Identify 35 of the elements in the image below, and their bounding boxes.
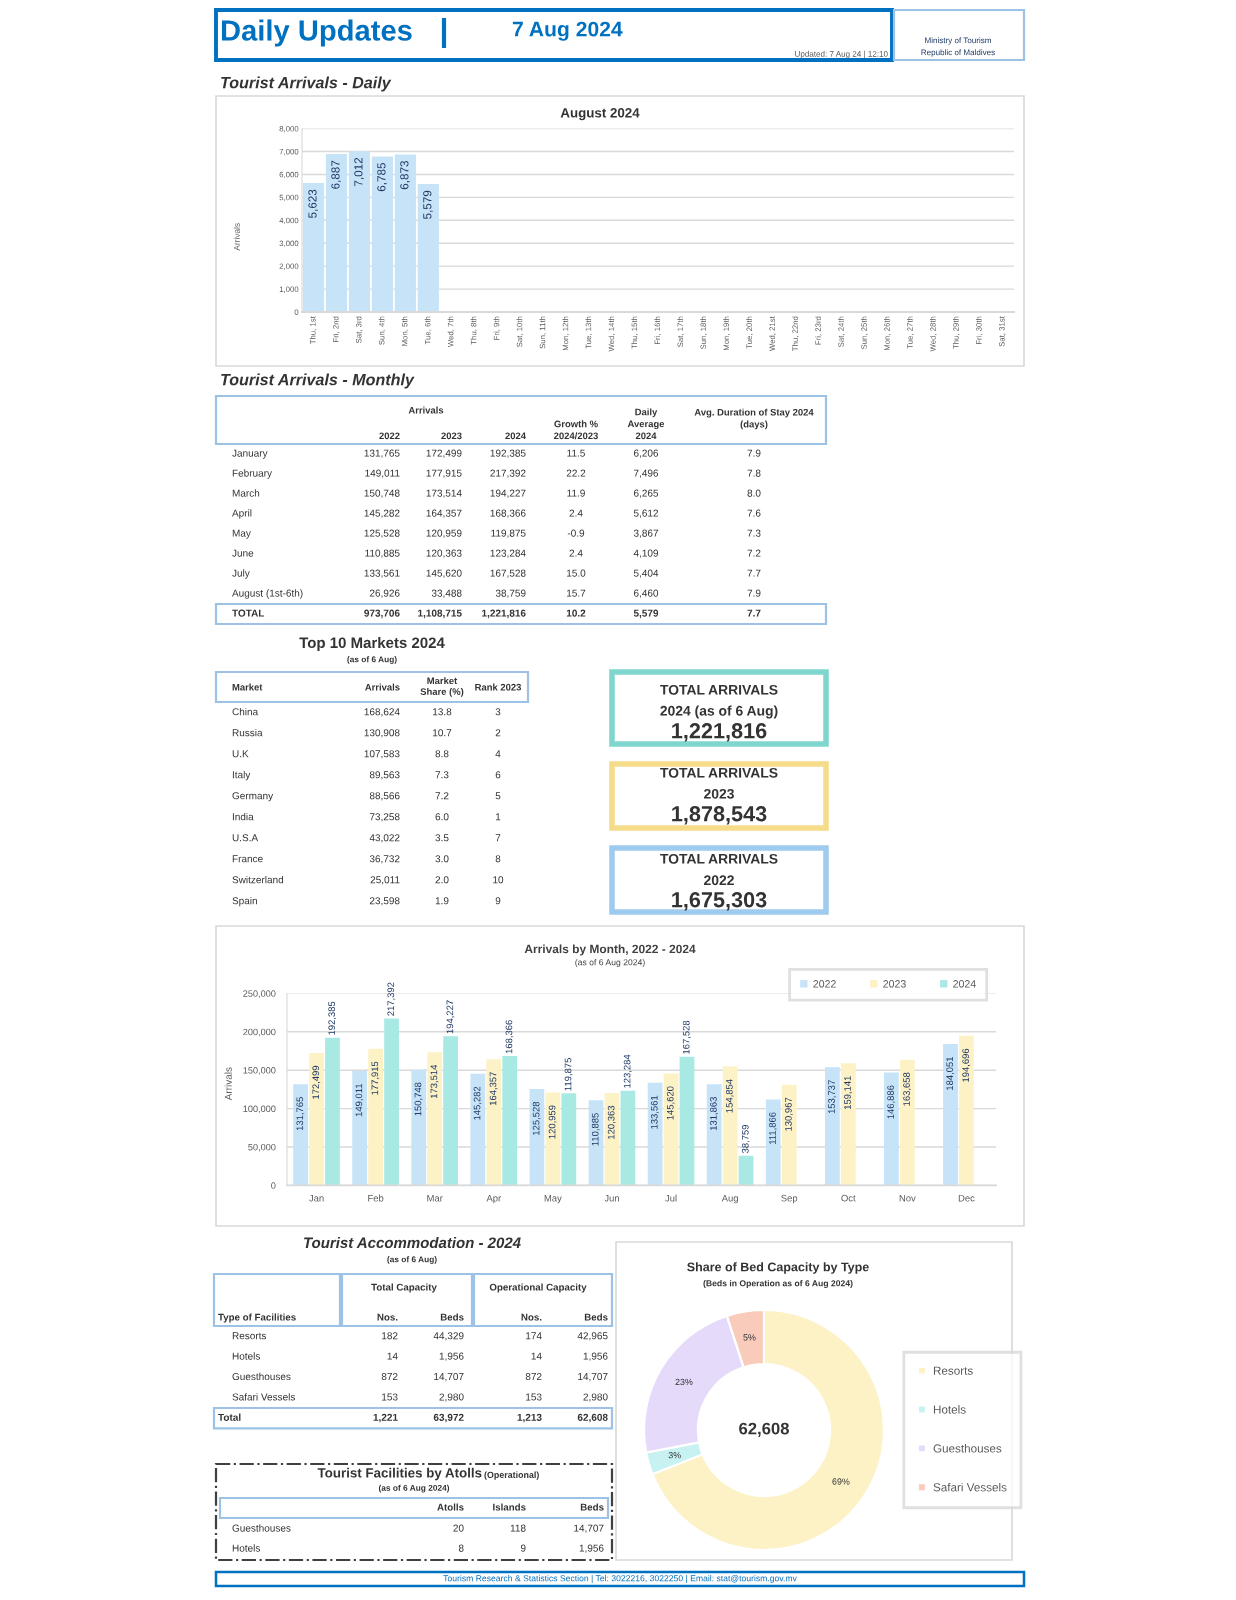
bar	[840, 1063, 856, 1186]
bar	[959, 1035, 974, 1186]
bar	[679, 1056, 695, 1186]
bar	[443, 1036, 459, 1186]
bar	[899, 1059, 915, 1186]
bar	[561, 1093, 577, 1186]
bar	[470, 1073, 486, 1186]
text: Tourist Arrivals - Monthly	[221, 373, 415, 389]
bar	[781, 1084, 797, 1186]
text: 1,221,816	[672, 723, 767, 742]
bar	[706, 1084, 722, 1186]
text: Daily Updates	[221, 19, 412, 47]
donut-slice	[651, 1308, 886, 1552]
bar	[384, 1018, 399, 1186]
bar	[722, 1066, 738, 1186]
bar	[502, 1056, 518, 1186]
bar	[368, 1048, 384, 1186]
bar	[411, 1069, 427, 1186]
text: 1,675,303	[672, 892, 767, 911]
text: 62,608	[739, 1422, 789, 1437]
chart-title: Tourist Arrivals - Daily	[221, 76, 392, 92]
bar	[427, 1052, 443, 1186]
text: 1,878,543	[672, 806, 767, 825]
bar	[943, 1044, 958, 1186]
bar	[545, 1092, 561, 1186]
bar	[293, 1084, 308, 1186]
bar	[620, 1090, 636, 1186]
text: 7 Aug 2024	[512, 21, 623, 41]
bar	[884, 1072, 899, 1186]
bar	[325, 1037, 340, 1186]
bar	[352, 1070, 368, 1186]
bar	[486, 1059, 502, 1186]
bar	[765, 1099, 781, 1186]
bar	[824, 1067, 840, 1186]
bar	[309, 1052, 324, 1186]
